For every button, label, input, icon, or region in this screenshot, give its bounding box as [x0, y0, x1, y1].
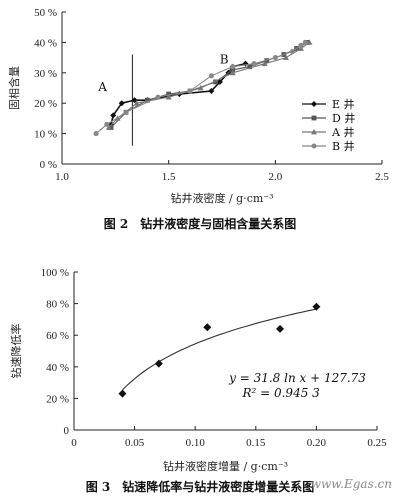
- chart2-x-tick-label: 0.20: [307, 437, 327, 449]
- chart1-y-tick-label: 0 %: [40, 159, 57, 171]
- chart1-data-point: [144, 97, 150, 103]
- chart1-data-point: [110, 112, 117, 119]
- chart1-x-tick-label: 1.5: [162, 171, 176, 183]
- chart-solid-content-vs-density: 0 % 10 % 20 % 30 % 40 % 50 % 1.0 1.5 2.0 2.5 E 井D…: [7, 7, 389, 231]
- chart1-data-point: [306, 39, 313, 45]
- chart2-data-point: [118, 389, 127, 398]
- chart1-data-point: [208, 73, 214, 79]
- chart1-y-tick-label: 10 %: [34, 129, 57, 141]
- chart1-annotation-A: A: [97, 80, 107, 94]
- chart1-data-point: [289, 48, 295, 55]
- chart1-data-point: [155, 94, 161, 100]
- chart1-data-point: [104, 121, 110, 128]
- chart2-data-point: [154, 359, 163, 368]
- chart1-legend-marker: [311, 129, 317, 135]
- chart1-caption: 图 2 钻井液密度与固相含量关系图: [104, 216, 297, 231]
- chart1-legend-marker: [311, 115, 317, 121]
- chart2-y-tick-label: 0: [64, 425, 70, 437]
- chart1-series-1: [108, 40, 310, 130]
- chart1-y-tick-label: 20 %: [34, 98, 57, 110]
- chart1-data-point: [133, 100, 140, 106]
- chart2-x-tick-label: 0.10: [186, 437, 206, 449]
- chart2-data-point: [276, 324, 285, 333]
- chart2-y-tick-label: 20 %: [46, 393, 69, 405]
- chart1-y-axis-title: 固相含量: [7, 66, 21, 110]
- chart1-data-point: [187, 88, 193, 94]
- chart1-y-tick-label: 30 %: [34, 68, 57, 80]
- chart2-y-tick-label: 100 %: [41, 267, 69, 279]
- chart1-series-line: [108, 41, 310, 128]
- chart1-data-point: [302, 39, 308, 45]
- chart1-data-point: [166, 91, 172, 97]
- chart1-annotation-B: B: [220, 53, 229, 67]
- chart2-x-tick-label: 0.15: [246, 437, 266, 449]
- chart2-caption: 图 3 钻速降低率与钻井液密度增量关系图: [86, 479, 315, 494]
- chart1-data-point: [261, 60, 268, 67]
- chart2-data-point: [312, 302, 321, 311]
- chart1-y-tick-label: 50 %: [34, 7, 57, 19]
- chart1-legend-label: A 井: [331, 125, 354, 139]
- chart1-data-point: [297, 45, 304, 51]
- chart1-y-tick-label: 40 %: [34, 37, 57, 49]
- chart1-data-point: [251, 61, 257, 67]
- chart2-x-axis-title: 钻井液密度增量 / g·cm⁻³: [163, 459, 288, 473]
- chart1-x-tick-label: 2.0: [268, 171, 282, 183]
- chart-rop-reduction-vs-density-increment: 0 20 % 40 % 60 % 80 % 100 % 0 0.05 0.10 0.15 0.20 0…: [9, 267, 387, 494]
- chart1-x-tick-label: 2.5: [375, 171, 389, 183]
- chart1-data-point: [247, 64, 253, 70]
- chart1-data-point: [108, 125, 114, 130]
- chart1-data-point: [272, 55, 278, 61]
- chart1-data-point: [230, 64, 236, 70]
- chart1-x-axis-title: 钻井液密度 / g·cm⁻³: [170, 191, 273, 205]
- chart2-data-point: [203, 323, 212, 332]
- chart2-series-group: [118, 302, 321, 398]
- chart1-data-point: [229, 69, 236, 76]
- chart1-legend-label: B 井: [332, 139, 355, 153]
- chart2-x-tick-label: 0.05: [125, 437, 145, 449]
- chart1-legend-label: D 井: [332, 111, 355, 125]
- chart1-data-point: [165, 94, 172, 100]
- chart1-series-group: [93, 39, 313, 137]
- chart1-data-point: [230, 67, 236, 73]
- chart1-data-point: [298, 42, 304, 48]
- chart2-trend-r2: R² = 0.945 3: [241, 386, 320, 400]
- chart2-y-tick-label: 60 %: [46, 330, 69, 342]
- chart1-data-point: [283, 54, 289, 60]
- chart1-legend: E 井D 井A 井B 井: [302, 97, 355, 153]
- chart2-axes: 0 20 % 40 % 60 % 80 % 100 % 0 0.05 0.10 0.15 0.20 0…: [41, 267, 388, 449]
- chart2-y-tick-label: 80 %: [46, 299, 69, 311]
- chart2-trend-equation: y = 31.8 ln x + 127.73: [228, 371, 366, 385]
- chart1-legend-marker: [311, 143, 317, 149]
- chart1-data-point: [93, 131, 99, 137]
- chart2-trendline: [122, 308, 317, 391]
- chart1-series-line: [110, 41, 308, 128]
- chart1-data-point: [123, 109, 129, 115]
- chart2-y-tick-label: 40 %: [46, 362, 69, 374]
- chart2-y-axis-title: 钻速降低率: [9, 324, 23, 379]
- watermark: www.Egas.cn: [311, 477, 392, 491]
- chart2-x-tick-label: 0.25: [367, 437, 387, 449]
- chart1-data-point: [213, 79, 218, 85]
- chart1-data-point: [208, 88, 215, 95]
- chart1-x-tick-label: 1.0: [55, 171, 69, 183]
- chart1-series-3: [93, 39, 308, 137]
- chart1-data-point: [197, 85, 204, 91]
- chart1-data-point: [118, 100, 125, 107]
- chart1-axes: 0 % 10 % 20 % 30 % 40 % 50 % 1.0 1.5 2.0 2.5: [34, 7, 389, 183]
- chart1-data-point: [105, 124, 112, 130]
- chart1-legend-marker: [311, 101, 317, 107]
- chart1-legend-label: E 井: [332, 97, 355, 111]
- chart1-data-point: [264, 58, 270, 64]
- chart2-x-tick-label: 0: [71, 437, 77, 449]
